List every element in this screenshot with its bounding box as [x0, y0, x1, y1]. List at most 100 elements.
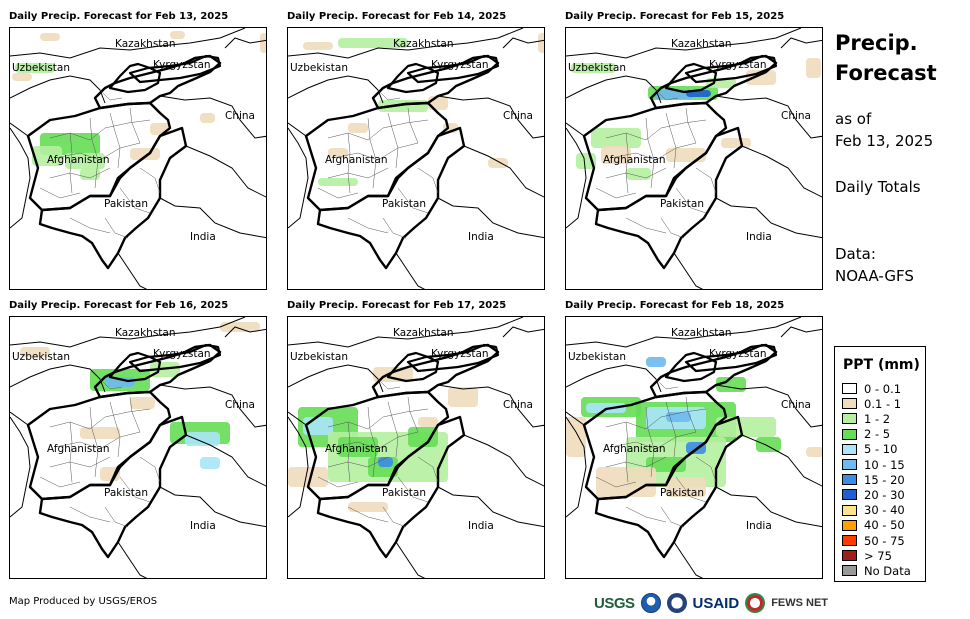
- legend-label: 0.1 - 1: [864, 396, 902, 411]
- legend-item: 0.1 - 1: [842, 396, 901, 411]
- legend-swatch: [842, 474, 857, 486]
- country-label-china: China: [225, 399, 255, 411]
- country-label-kyrgyzstan: Kyrgyzstan: [153, 59, 211, 71]
- country-label-afghanistan: Afghanistan: [47, 154, 110, 166]
- usaid-logo: USAID: [692, 594, 740, 612]
- panel-title: Daily Precip. Forecast for Feb 15, 2025: [565, 11, 785, 22]
- country-label-pakistan: Pakistan: [382, 198, 426, 210]
- country-label-afghanistan: Afghanistan: [603, 154, 666, 166]
- legend-swatch: [842, 459, 857, 470]
- map-graphic: [10, 28, 266, 289]
- forecast-map: Kazakhstan Uzbekistan Kyrgyzstan China Afgha…: [287, 27, 545, 290]
- legend-item: > 75: [842, 548, 892, 563]
- legend-item: 50 - 75: [842, 533, 905, 548]
- country-label-uzbekistan: Uzbekistan: [12, 62, 70, 74]
- panel-title: Daily Precip. Forecast for Feb 13, 2025: [9, 11, 229, 22]
- legend-item: 2 - 5: [842, 427, 890, 442]
- country-label-kazakhstan: Kazakhstan: [115, 38, 176, 50]
- legend-label: 2 - 5: [864, 427, 891, 442]
- side-title-line2: Forecast: [835, 61, 937, 85]
- panel-title: Daily Precip. Forecast for Feb 18, 2025: [565, 300, 785, 311]
- map-graphic: [288, 317, 544, 578]
- logos: USGS USAID FEWS NET: [594, 590, 828, 616]
- usgs-logo: USGS: [594, 594, 635, 612]
- legend-item: 5 - 10: [842, 442, 897, 457]
- country-label-afghanistan: Afghanistan: [603, 443, 666, 455]
- legend-item: 1 - 2: [842, 411, 890, 426]
- legend-swatch: [842, 504, 857, 516]
- country-label-china: China: [503, 110, 533, 122]
- legend-label: 0 - 0.1: [864, 381, 902, 396]
- country-label-kazakhstan: Kazakhstan: [393, 38, 454, 50]
- forecast-map: Kazakhstan Uzbekistan Kyrgyzstan China Afgha…: [287, 316, 545, 579]
- legend-item: 10 - 15: [842, 457, 905, 472]
- legend-swatch: [842, 383, 857, 394]
- legend-swatch: [842, 535, 857, 546]
- legend-swatch: [842, 565, 857, 577]
- legend-item: 30 - 40: [842, 503, 905, 518]
- legend-label: 1 - 2: [864, 411, 891, 426]
- legend-label: 50 - 75: [864, 533, 905, 548]
- panel-title: Daily Precip. Forecast for Feb 16, 2025: [9, 300, 229, 311]
- country-label-pakistan: Pakistan: [382, 487, 426, 499]
- legend-swatch: [842, 398, 857, 410]
- country-label-china: China: [781, 399, 811, 411]
- noaa-logo-icon: [640, 593, 661, 613]
- country-label-uzbekistan: Uzbekistan: [12, 351, 70, 363]
- legend-swatch: [842, 413, 857, 425]
- legend-item: 20 - 30: [842, 487, 905, 502]
- country-label-pakistan: Pakistan: [104, 198, 148, 210]
- legend-label: 15 - 20: [864, 472, 905, 487]
- country-label-india: India: [468, 231, 494, 243]
- country-label-india: India: [746, 231, 772, 243]
- legend-label: 5 - 10: [864, 442, 898, 457]
- panel-title: Daily Precip. Forecast for Feb 17, 2025: [287, 300, 507, 311]
- country-label-kazakhstan: Kazakhstan: [671, 327, 732, 339]
- map-graphic: [566, 317, 822, 578]
- country-label-china: China: [503, 399, 533, 411]
- panel-title: Daily Precip. Forecast for Feb 14, 2025: [287, 11, 507, 22]
- map-graphic: [10, 317, 266, 578]
- legend-swatch: [842, 519, 857, 531]
- legend-item: No Data: [842, 563, 911, 578]
- as-of-text: as of Feb 13, 2025: [835, 108, 933, 152]
- country-label-afghanistan: Afghanistan: [325, 154, 388, 166]
- legend-title: PPT (mm): [843, 357, 920, 373]
- forecast-map: Kazakhstan Uzbekistan Kyrgyzstan China Afgha…: [9, 27, 267, 290]
- country-label-kyrgyzstan: Kyrgyzstan: [709, 348, 767, 360]
- country-label-india: India: [190, 231, 216, 243]
- legend-swatch: [842, 489, 857, 501]
- legend-label: 10 - 15: [864, 457, 905, 472]
- credit-text: Map Produced by USGS/EROS: [9, 596, 158, 607]
- country-label-china: China: [225, 110, 255, 122]
- country-label-india: India: [190, 520, 216, 532]
- country-label-india: India: [746, 520, 772, 532]
- country-label-uzbekistan: Uzbekistan: [568, 62, 626, 74]
- legend-item: 40 - 50: [842, 518, 905, 533]
- legend-swatch: [842, 550, 857, 562]
- country-label-pakistan: Pakistan: [104, 487, 148, 499]
- legend-label: 20 - 30: [864, 487, 905, 502]
- forecast-map: Kazakhstan Uzbekistan Kyrgyzstan China Afgha…: [9, 316, 267, 579]
- country-label-afghanistan: Afghanistan: [325, 443, 388, 455]
- data-source-text: Data: NOAA-GFS: [835, 243, 914, 287]
- country-label-uzbekistan: Uzbekistan: [568, 351, 626, 363]
- legend-label: 40 - 50: [864, 518, 905, 533]
- country-label-kyrgyzstan: Kyrgyzstan: [431, 348, 489, 360]
- country-label-kazakhstan: Kazakhstan: [393, 327, 454, 339]
- fews-net-logo: FEWS NET: [771, 597, 829, 609]
- country-label-kazakhstan: Kazakhstan: [115, 327, 176, 339]
- as-of-line1: as of: [835, 110, 872, 128]
- country-label-kyrgyzstan: Kyrgyzstan: [153, 348, 211, 360]
- daily-totals-text: Daily Totals: [835, 178, 921, 196]
- legend-item: 15 - 20: [842, 472, 905, 487]
- country-label-kyrgyzstan: Kyrgyzstan: [431, 59, 489, 71]
- map-graphic: [288, 28, 544, 289]
- country-label-kazakhstan: Kazakhstan: [671, 38, 732, 50]
- country-label-india: India: [468, 520, 494, 532]
- legend-label: 30 - 40: [864, 503, 905, 518]
- country-label-uzbekistan: Uzbekistan: [290, 62, 348, 74]
- country-label-china: China: [781, 110, 811, 122]
- side-title-line1: Precip.: [835, 31, 918, 55]
